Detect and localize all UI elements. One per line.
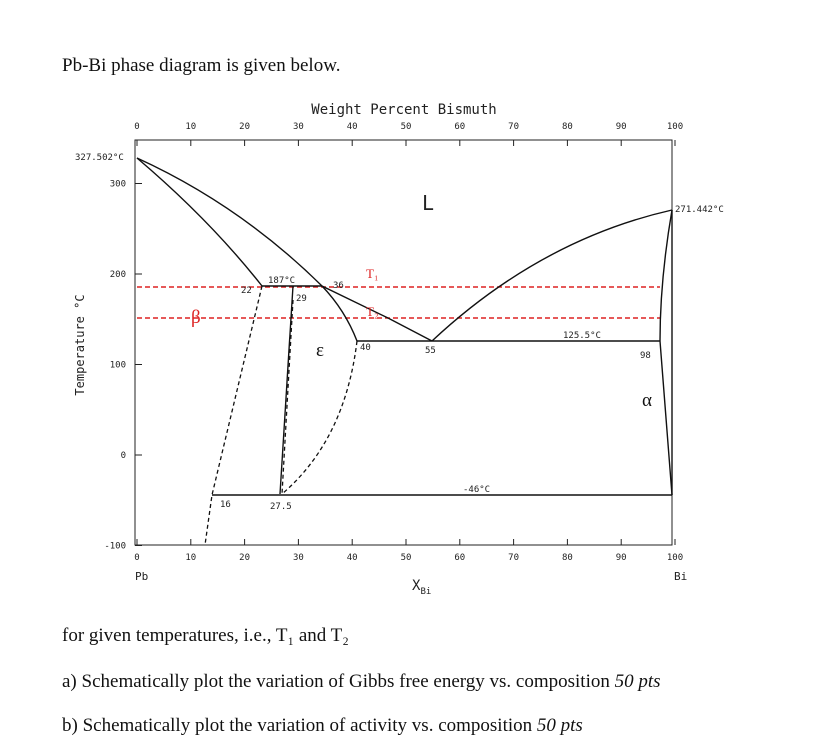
label: 16 <box>220 500 231 510</box>
label: 40 <box>360 343 371 353</box>
liquidus-left <box>136 157 433 342</box>
x-subscript: Bi <box>420 587 431 597</box>
bottom-tick-label: 30 <box>293 553 304 563</box>
phase-boundaries <box>136 157 673 546</box>
bottom-tick-label: 60 <box>454 553 465 563</box>
bottom-tick-label: 0 <box>134 553 139 563</box>
y-tick-label: 300 <box>110 180 126 190</box>
label: 27.5 <box>270 502 292 512</box>
bottom-tick-label: 70 <box>508 553 519 563</box>
liquidus-right <box>431 209 673 342</box>
label: 98 <box>640 351 651 361</box>
top-tick-label: 90 <box>616 122 627 132</box>
label: -46°C <box>463 485 490 495</box>
alpha-solvus <box>659 209 673 496</box>
y-tick-label: 200 <box>110 270 126 280</box>
bottom-tick-label: 20 <box>239 553 250 563</box>
y-tick-label: 0 <box>121 451 126 461</box>
bottom-tick-label: 80 <box>562 553 573 563</box>
y-tick-label: 100 <box>110 361 126 371</box>
solidus-left <box>136 157 263 287</box>
epsilon-left-dashed <box>281 299 294 495</box>
intro: Pb-Bi phase diagram is given below. <box>62 55 340 76</box>
top-tick-label: 50 <box>401 122 412 132</box>
phase-label: α <box>642 390 652 411</box>
top-tick-label: 20 <box>239 122 250 132</box>
points: 50 pts <box>537 715 583 736</box>
pb-label: Pb <box>135 570 148 583</box>
bottom-tick-label: 40 <box>347 553 358 563</box>
annotations: 327.502°C 271.442°C 187°C 125.5°C -46°C … <box>75 153 724 512</box>
top-tick-label: 80 <box>562 122 573 132</box>
epsilon-right-upper <box>321 285 358 342</box>
label: 327.502°C <box>75 153 124 163</box>
epsilon-right-lower <box>281 340 358 495</box>
points: 50 pts <box>615 671 661 692</box>
phase-label: β <box>191 307 201 328</box>
label: 22 <box>241 286 252 296</box>
top-axis-label: Weight Percent Bismuth <box>311 102 496 118</box>
label: 29 <box>296 294 307 304</box>
top-tick-label: 40 <box>347 122 358 132</box>
bottom-tick-label: 90 <box>616 553 627 563</box>
top-tick-label: 0 <box>134 122 139 132</box>
phase-label: ε <box>316 340 324 361</box>
beta-solvus <box>204 285 263 546</box>
epsilon-left <box>279 285 294 495</box>
y-tick-label: -100 <box>104 542 126 552</box>
label: 271.442°C <box>675 205 724 215</box>
bottom-tick-label: 10 <box>185 553 196 563</box>
y-axis-label: Temperature °C <box>73 294 87 395</box>
top-tick-label: 70 <box>508 122 519 132</box>
top-tick-label: 30 <box>293 122 304 132</box>
phase-label: L <box>422 191 434 215</box>
question-lead: for given temperatures, i.e., T₁ and T₂ <box>62 625 349 646</box>
t2-label: T₂ <box>366 304 378 319</box>
bottom-tick-label: 50 <box>401 553 412 563</box>
label: 125.5°C <box>563 331 601 341</box>
x-symbol: X <box>412 578 421 594</box>
question-a: a) Schematically plot the variation of G… <box>62 671 661 692</box>
bottom-tick-label: 100 <box>667 553 683 563</box>
top-tick-label: 100 <box>667 122 683 132</box>
question-b: b) Schematically plot the variation of a… <box>62 715 583 736</box>
label: 36 <box>333 281 344 291</box>
bi-label: Bi <box>674 570 687 583</box>
label: 55 <box>425 346 436 356</box>
question-text: a) Schematically plot the variation of G… <box>62 671 610 692</box>
label: 187°C <box>268 276 295 286</box>
x-label: XBi <box>412 578 431 597</box>
top-tick-label: 10 <box>185 122 196 132</box>
question-text: b) Schematically plot the variation of a… <box>62 715 533 736</box>
top-tick-label: 60 <box>454 122 465 132</box>
t1-label: T₁ <box>366 266 378 281</box>
